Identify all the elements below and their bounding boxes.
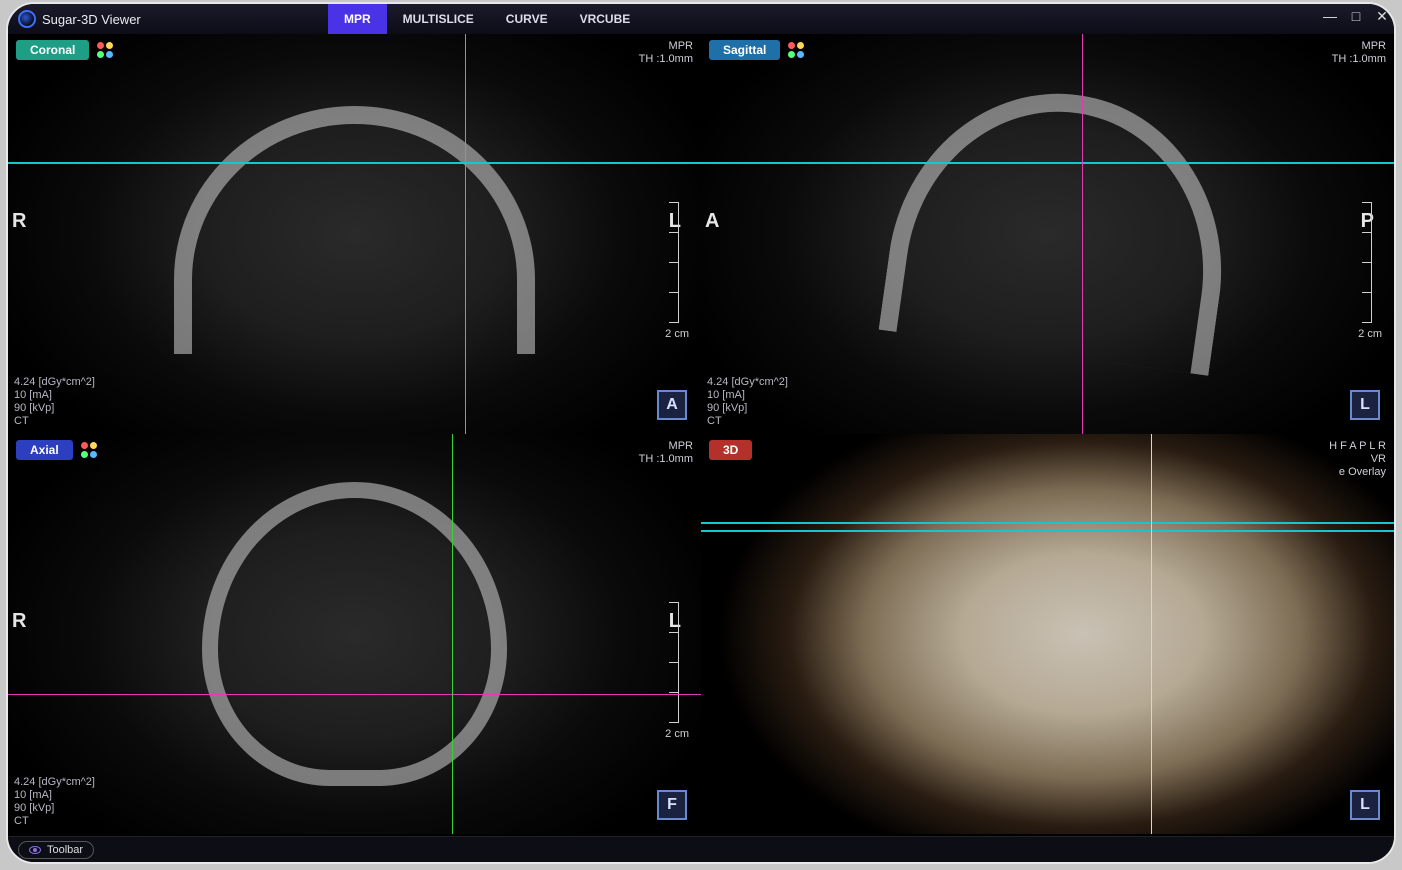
- layout-grip-icon[interactable]: [788, 42, 804, 58]
- app-window: Sugar-3D Viewer MPR MULTISLICE CURVE VRC…: [6, 2, 1396, 864]
- orientation-cube-L[interactable]: L: [1350, 790, 1380, 820]
- chip-3d[interactable]: 3D: [709, 440, 752, 460]
- layout-grip-icon[interactable]: [81, 442, 97, 458]
- orient-A: A: [705, 210, 719, 233]
- ruler-label: 2 cm: [665, 728, 689, 740]
- pane-tag-3d: 3D: [709, 440, 752, 460]
- pane-meta-topright: MPR TH :1.0mm: [1332, 40, 1386, 66]
- meta-mode: MPR: [639, 40, 693, 53]
- app-title: Sugar-3D Viewer: [42, 12, 141, 27]
- dose-info: 4.24 [dGy*cm^2] 10 [mA] 90 [kVp] CT: [14, 376, 95, 428]
- crosshair-cyan[interactable]: [701, 530, 1394, 532]
- pane-meta-topright: MPR TH :1.0mm: [639, 40, 693, 66]
- mode-tabs: MPR MULTISLICE CURVE VRCUBE: [328, 4, 646, 34]
- orientation-cube-L[interactable]: L: [1350, 390, 1380, 420]
- tab-curve[interactable]: CURVE: [490, 4, 564, 34]
- pane-tag-coronal: Coronal: [16, 40, 113, 60]
- eye-icon: [29, 846, 41, 854]
- orient-R: R: [12, 210, 26, 233]
- crosshair-green[interactable]: [452, 434, 453, 834]
- orient-R: R: [12, 610, 26, 633]
- pane-3d[interactable]: 3D H F A P L R VR e Overlay L: [701, 434, 1394, 834]
- ct-image-sagittal: [701, 34, 1394, 434]
- crosshair-magenta[interactable]: [1082, 34, 1083, 434]
- toolbar-toggle[interactable]: Toolbar: [18, 841, 94, 859]
- meta-thick: TH :1.0mm: [639, 53, 693, 66]
- crosshair-cyan[interactable]: [701, 162, 1394, 164]
- crosshair-cyan[interactable]: [8, 162, 701, 164]
- dose-info: 4.24 [dGy*cm^2] 10 [mA] 90 [kVp] CT: [707, 376, 788, 428]
- pane-meta-topright: H F A P L R VR e Overlay: [1329, 440, 1386, 479]
- pane-coronal[interactable]: Coronal MPR TH :1.0mm R L 2 cm 4.24 [dGy…: [8, 34, 701, 434]
- ruler-label: 2 cm: [665, 328, 689, 340]
- bottom-bar: Toolbar: [8, 836, 1394, 862]
- orientation-cube-F[interactable]: F: [657, 790, 687, 820]
- pane-axial[interactable]: Axial MPR TH :1.0mm R L 2 cm 4.24 [dGy*c…: [8, 434, 701, 834]
- close-button[interactable]: ✕: [1374, 8, 1390, 24]
- vr-render: [701, 434, 1394, 834]
- chip-sagittal[interactable]: Sagittal: [709, 40, 780, 60]
- minimize-button[interactable]: —: [1322, 8, 1338, 24]
- tab-mpr[interactable]: MPR: [328, 4, 387, 34]
- pane-meta-topright: MPR TH :1.0mm: [639, 440, 693, 466]
- crosshair-yellow[interactable]: [1151, 434, 1152, 834]
- chip-axial[interactable]: Axial: [16, 440, 73, 460]
- toolbar-label: Toolbar: [47, 842, 83, 858]
- layout-grip-icon[interactable]: [97, 42, 113, 58]
- tab-vrcube[interactable]: VRCUBE: [564, 4, 647, 34]
- scale-ruler: [667, 602, 679, 722]
- maximize-button[interactable]: □: [1348, 8, 1364, 24]
- ct-image-axial: [8, 434, 701, 834]
- ct-image-coronal: [8, 34, 701, 434]
- crosshair-green[interactable]: [465, 34, 466, 434]
- titlebar: Sugar-3D Viewer MPR MULTISLICE CURVE VRC…: [8, 4, 1394, 34]
- pane-tag-sagittal: Sagittal: [709, 40, 804, 60]
- ruler-label: 2 cm: [1358, 328, 1382, 340]
- scale-ruler: [667, 202, 679, 322]
- dose-info: 4.24 [dGy*cm^2] 10 [mA] 90 [kVp] CT: [14, 776, 95, 828]
- app-logo-icon: [18, 10, 36, 28]
- pane-tag-axial: Axial: [16, 440, 97, 460]
- crosshair-magenta[interactable]: [8, 694, 701, 695]
- chip-coronal[interactable]: Coronal: [16, 40, 89, 60]
- orientation-cube-A[interactable]: A: [657, 390, 687, 420]
- crosshair-cyan[interactable]: [701, 522, 1394, 524]
- pane-sagittal[interactable]: Sagittal MPR TH :1.0mm A P 2 cm 4.24 [dG…: [701, 34, 1394, 434]
- tab-multislice[interactable]: MULTISLICE: [387, 4, 490, 34]
- scale-ruler: [1360, 202, 1372, 322]
- window-controls: — □ ✕: [1322, 8, 1390, 24]
- viewport-grid: Coronal MPR TH :1.0mm R L 2 cm 4.24 [dGy…: [8, 34, 1394, 834]
